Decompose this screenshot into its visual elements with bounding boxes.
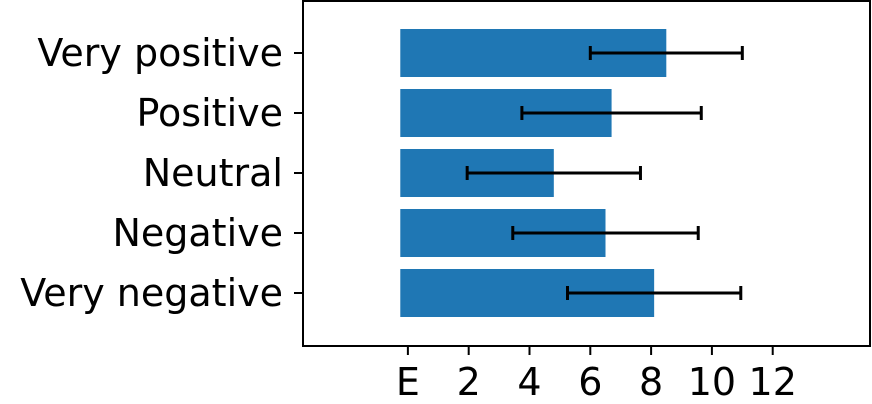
y-tick-label: Very positive bbox=[37, 31, 283, 75]
x-tick-label: 12 bbox=[749, 360, 797, 404]
x-tick-label: E bbox=[396, 360, 420, 404]
y-tick-label: Positive bbox=[137, 91, 284, 135]
y-tick-label: Very negative bbox=[20, 271, 283, 315]
error-bars-group bbox=[465, 46, 744, 300]
y-tick-label: Negative bbox=[112, 211, 283, 255]
y-tick-label: Neutral bbox=[143, 151, 283, 195]
x-tick-label: 8 bbox=[639, 360, 663, 404]
x-axis: E 2 4 6 8 10 12 bbox=[396, 346, 797, 404]
x-tick-label: 10 bbox=[688, 360, 736, 404]
x-tick-label: 2 bbox=[457, 360, 481, 404]
x-tick-label: 6 bbox=[578, 360, 602, 404]
x-tick-label: 4 bbox=[517, 360, 541, 404]
y-axis: Very negative Negative Neutral Positive Very… bbox=[20, 31, 303, 315]
